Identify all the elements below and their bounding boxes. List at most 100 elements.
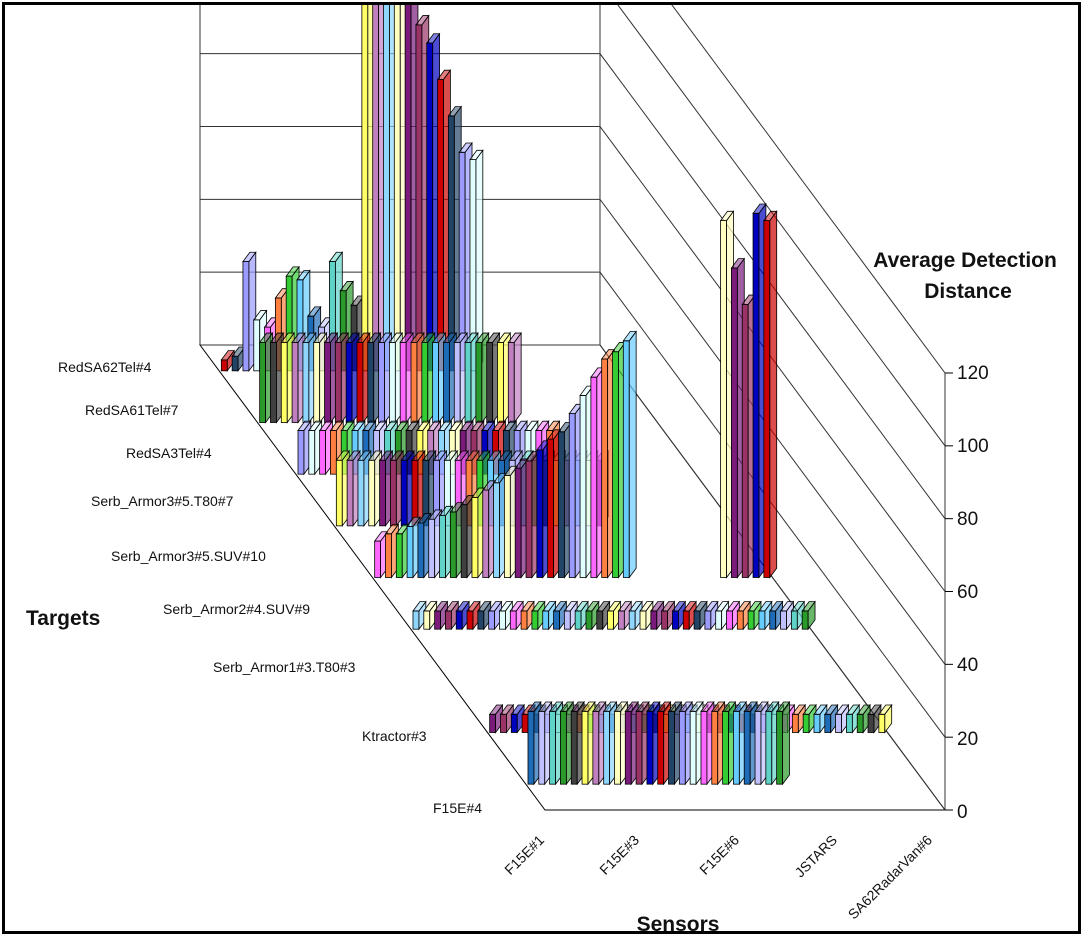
bar-front — [424, 611, 430, 629]
bar-front — [868, 714, 874, 732]
bar-front — [490, 714, 496, 732]
bar-front — [580, 395, 586, 577]
bar-front — [405, 5, 411, 371]
bar-front — [435, 611, 441, 629]
bar-front — [679, 711, 685, 784]
bar-front — [433, 342, 439, 422]
bar-front — [766, 711, 772, 784]
bar-front — [369, 460, 375, 526]
bar-front — [396, 534, 402, 578]
bar-front — [803, 714, 809, 732]
bar-side — [770, 211, 777, 577]
bar-front — [413, 611, 419, 629]
z-tick-label: 80 — [957, 509, 978, 530]
chart-3d-bar: 0 20 40 60 80 100 120 RedSA62Tel#4 RedSA… — [5, 5, 1087, 945]
bar-front — [336, 460, 342, 526]
bar-front — [731, 268, 737, 578]
bar-front — [401, 460, 407, 526]
bar-front — [814, 714, 820, 732]
bar-front — [465, 342, 471, 422]
bar-front — [712, 711, 718, 784]
bar-front — [362, 5, 368, 371]
bar-front — [309, 430, 315, 474]
bar-front — [407, 527, 413, 578]
bar-front — [721, 221, 727, 578]
bar-front — [320, 430, 326, 474]
bar-front — [357, 342, 363, 422]
bar-front — [232, 356, 238, 371]
bar-front — [836, 714, 842, 732]
bar-front — [411, 342, 417, 422]
bar-front — [298, 430, 304, 474]
target-tick-label: Serb_Armor2#4.SUV#9 — [163, 601, 310, 617]
bar-front — [591, 377, 597, 577]
bar-front — [454, 342, 460, 422]
sensor-tick-label: F15E#3 — [596, 832, 642, 878]
target-tick-label: RedSA3Tel#4 — [126, 445, 212, 461]
bar-front — [636, 711, 642, 784]
bar-front — [346, 342, 352, 422]
x-axis-title: Sensors — [637, 913, 720, 936]
bar-front — [618, 611, 624, 629]
bar-front — [672, 611, 678, 629]
bar-side — [783, 702, 790, 784]
bar-front — [539, 711, 545, 784]
bar-front — [330, 430, 336, 474]
bar-front — [498, 342, 504, 422]
z-tick-label: 120 — [957, 363, 989, 384]
bar-front — [500, 714, 506, 732]
bar-front — [614, 711, 620, 784]
bar-side — [629, 331, 636, 577]
bar-front — [412, 460, 418, 526]
bar-front — [448, 116, 454, 371]
bar-front — [597, 611, 603, 629]
bar-front — [260, 342, 266, 422]
bar-front — [791, 611, 797, 629]
bar-front — [554, 611, 560, 629]
bar-front — [281, 342, 287, 422]
bar-front — [373, 5, 379, 371]
bar-front — [445, 611, 451, 629]
bar-front — [335, 342, 341, 422]
bar-front — [770, 611, 776, 629]
bar-front — [221, 360, 227, 371]
bar-front — [443, 342, 449, 422]
bar-front — [508, 342, 514, 422]
bar-front — [375, 541, 381, 577]
bar-front — [358, 460, 364, 526]
bar-front — [347, 460, 353, 526]
bar-front — [526, 461, 532, 578]
bar-front — [522, 714, 528, 732]
bar-front — [380, 460, 386, 526]
chart-frame: 0 20 40 60 80 100 120 RedSA62Tel#4 RedSA… — [2, 2, 1081, 934]
bar-front — [669, 711, 675, 784]
bar-front — [394, 5, 400, 371]
z-axis-title: Average Detection Distance — [873, 249, 1057, 303]
bar-front — [694, 611, 700, 629]
bar-front — [429, 519, 435, 577]
bar-front — [613, 352, 619, 578]
bar-front — [560, 711, 566, 784]
bar-front — [385, 534, 391, 578]
bar-front — [368, 342, 374, 422]
bar-front — [303, 342, 309, 422]
bar-front — [608, 611, 614, 629]
bar-front — [427, 43, 433, 371]
bar-front — [753, 213, 759, 577]
bar-front — [521, 611, 527, 629]
sensor-tick-label: SA62RadarVan#6 — [845, 832, 936, 923]
bar-front — [593, 711, 599, 784]
bar-front — [705, 611, 711, 629]
bar-front — [764, 221, 770, 578]
z-tick-label: 100 — [957, 436, 989, 457]
bar-front — [515, 468, 521, 577]
bar-front — [781, 611, 787, 629]
bar-front — [825, 714, 831, 732]
sensor-tick-label: JSTARS — [792, 832, 841, 881]
bar-front — [325, 342, 331, 422]
bar-front — [759, 611, 765, 629]
bar-front — [499, 611, 505, 629]
bar-front — [640, 611, 646, 629]
bar-front — [416, 25, 422, 371]
bar-front — [270, 342, 276, 422]
